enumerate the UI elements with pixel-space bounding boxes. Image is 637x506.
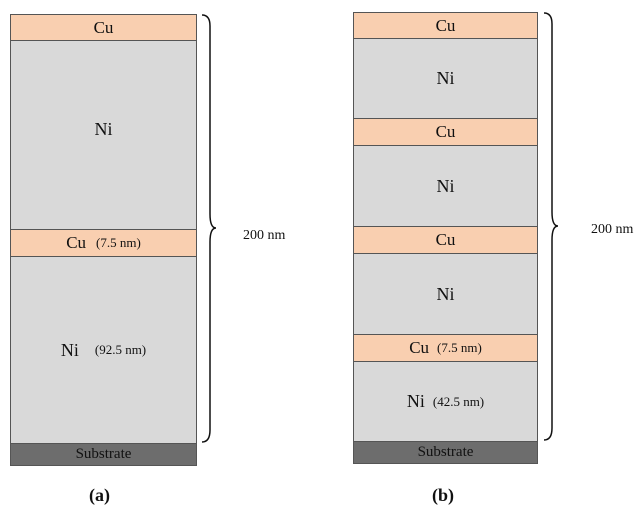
cu-label: Cu: [93, 17, 114, 37]
cu-layer-1: Cu: [353, 12, 538, 39]
ni-thickness-note: (42.5 nm): [432, 393, 485, 409]
caption-b: (b): [432, 485, 454, 505]
ni-label: Ni: [406, 391, 425, 411]
cu-label: Cu: [435, 122, 456, 141]
thickness-brace-b: [543, 12, 559, 441]
cu-layer-top: Cu: [10, 14, 197, 41]
stack-b: Cu Ni Cu Ni Cu Ni Cu (7.5 nm) Ni (42.5 n…: [353, 12, 538, 464]
cu-label: Cu: [435, 230, 456, 249]
substrate-label: Substrate: [417, 444, 474, 460]
ni-label: Ni: [94, 119, 113, 139]
ni-layer-bottom: Ni (92.5 nm): [10, 256, 197, 444]
substrate-label: Substrate: [75, 446, 132, 462]
ni-layer-4: Ni (42.5 nm): [353, 361, 538, 442]
caption-a: (a): [89, 485, 110, 505]
ni-layer-1: Ni: [353, 38, 538, 119]
cu-label: Cu: [66, 233, 87, 252]
substrate-layer: Substrate: [10, 443, 197, 466]
cu-layer-4: Cu (7.5 nm): [353, 334, 538, 362]
cu-layer-2: Cu: [353, 118, 538, 146]
ni-layer-2: Ni: [353, 145, 538, 227]
stack-a: Cu Ni Cu (7.5 nm) Ni (92.5 nm) Substrate: [10, 14, 197, 466]
thickness-label-b: 200 nm: [591, 222, 634, 237]
ni-layer-top: Ni: [10, 40, 197, 230]
thickness-brace-a: [201, 14, 217, 443]
substrate-layer: Substrate: [353, 441, 538, 464]
ni-label: Ni: [60, 339, 79, 360]
cu-label: Cu: [409, 338, 430, 357]
ni-thickness-note: (92.5 nm): [94, 342, 147, 357]
cu-thickness-note: (7.5 nm): [96, 235, 141, 250]
ni-label: Ni: [436, 175, 455, 196]
cu-label: Cu: [435, 15, 456, 35]
ni-layer-3: Ni: [353, 253, 538, 335]
cu-layer-3: Cu: [353, 226, 538, 254]
cu-thickness-note: (7.5 nm): [437, 340, 482, 355]
cu-layer-mid: Cu (7.5 nm): [10, 229, 197, 257]
ni-label: Ni: [436, 283, 455, 304]
ni-label: Ni: [436, 68, 455, 88]
thickness-label-a: 200 nm: [243, 228, 286, 243]
